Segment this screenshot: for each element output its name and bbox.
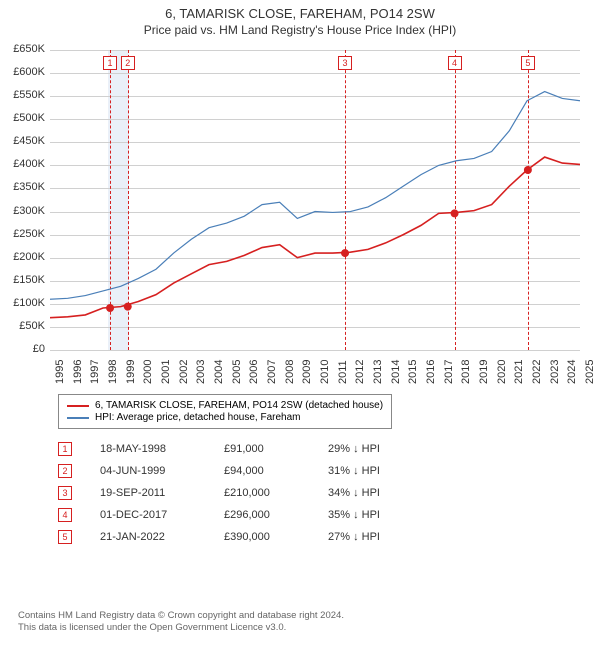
plot-area: £0£50K£100K£150K£200K£250K£300K£350K£400… bbox=[50, 50, 580, 350]
price-row-marker: 1 bbox=[58, 442, 72, 456]
y-tick-label: £200K bbox=[5, 251, 45, 263]
y-tick-label: £0 bbox=[5, 343, 45, 355]
footer: Contains HM Land Registry data © Crown c… bbox=[18, 610, 344, 635]
x-tick-label: 1997 bbox=[89, 360, 101, 384]
x-tick-label: 2021 bbox=[513, 360, 525, 384]
x-tick-label: 2024 bbox=[566, 360, 578, 384]
legend-label: HPI: Average price, detached house, Fare… bbox=[95, 412, 301, 423]
x-tick-label: 2019 bbox=[478, 360, 490, 384]
legend-swatch bbox=[67, 417, 89, 419]
y-tick-label: £350K bbox=[5, 181, 45, 193]
y-tick-label: £150K bbox=[5, 274, 45, 286]
title-subtitle: Price paid vs. HM Land Registry's House … bbox=[0, 23, 600, 37]
x-tick-label: 2011 bbox=[337, 360, 349, 384]
y-tick-label: £550K bbox=[5, 89, 45, 101]
x-tick-label: 2014 bbox=[390, 360, 402, 384]
sale-point bbox=[524, 166, 532, 174]
legend-item: 6, TAMARISK CLOSE, FAREHAM, PO14 2SW (de… bbox=[67, 400, 383, 411]
x-tick-label: 2005 bbox=[231, 360, 243, 384]
price-row-price: £94,000 bbox=[224, 465, 328, 477]
sale-point bbox=[106, 304, 114, 312]
grid-line bbox=[50, 350, 580, 351]
y-tick-label: £450K bbox=[5, 135, 45, 147]
price-row-pct: 29% ↓ HPI bbox=[328, 443, 418, 455]
price-row-price: £210,000 bbox=[224, 487, 328, 499]
x-tick-label: 2000 bbox=[142, 360, 154, 384]
footer-line2: This data is licensed under the Open Gov… bbox=[18, 622, 344, 634]
x-tick-label: 2025 bbox=[584, 360, 596, 384]
price-row: 3 19-SEP-2011£210,00034% ↓ HPI bbox=[58, 482, 418, 504]
x-tick-label: 1999 bbox=[125, 360, 137, 384]
sale-point bbox=[124, 303, 132, 311]
x-tick-label: 2004 bbox=[213, 360, 225, 384]
x-tick-label: 2008 bbox=[284, 360, 296, 384]
chart-container: 6, TAMARISK CLOSE, FAREHAM, PO14 2SW Pri… bbox=[0, 0, 600, 650]
y-tick-label: £650K bbox=[5, 43, 45, 55]
price-row-pct: 31% ↓ HPI bbox=[328, 465, 418, 477]
x-tick-label: 2013 bbox=[372, 360, 384, 384]
price-row-marker: 4 bbox=[58, 508, 72, 522]
price-table: 1 18-MAY-1998£91,00029% ↓ HPI 2 04-JUN-1999… bbox=[58, 438, 418, 548]
x-tick-label: 2012 bbox=[354, 360, 366, 384]
x-tick-label: 1996 bbox=[72, 360, 84, 384]
x-tick-label: 2010 bbox=[319, 360, 331, 384]
price-row-pct: 34% ↓ HPI bbox=[328, 487, 418, 499]
price-row-marker: 5 bbox=[58, 530, 72, 544]
price-row-pct: 27% ↓ HPI bbox=[328, 531, 418, 543]
price-row-date: 04-JUN-1999 bbox=[100, 465, 224, 477]
price-row-price: £296,000 bbox=[224, 509, 328, 521]
price-row-price: £91,000 bbox=[224, 443, 328, 455]
x-tick-label: 2016 bbox=[425, 360, 437, 384]
x-tick-label: 2003 bbox=[195, 360, 207, 384]
legend: 6, TAMARISK CLOSE, FAREHAM, PO14 2SW (de… bbox=[58, 394, 392, 429]
x-tick-label: 2022 bbox=[531, 360, 543, 384]
y-tick-label: £600K bbox=[5, 66, 45, 78]
y-tick-label: £250K bbox=[5, 228, 45, 240]
x-tick-label: 2001 bbox=[160, 360, 172, 384]
price-row-pct: 35% ↓ HPI bbox=[328, 509, 418, 521]
x-tick-label: 2020 bbox=[496, 360, 508, 384]
x-tick-label: 1995 bbox=[54, 360, 66, 384]
sale-point bbox=[341, 249, 349, 257]
price-row: 2 04-JUN-1999£94,00031% ↓ HPI bbox=[58, 460, 418, 482]
price-row-date: 01-DEC-2017 bbox=[100, 509, 224, 521]
price-row: 1 18-MAY-1998£91,00029% ↓ HPI bbox=[58, 438, 418, 460]
price-row-date: 19-SEP-2011 bbox=[100, 487, 224, 499]
chart-title: 6, TAMARISK CLOSE, FAREHAM, PO14 2SW Pri… bbox=[0, 0, 600, 37]
title-address: 6, TAMARISK CLOSE, FAREHAM, PO14 2SW bbox=[0, 6, 600, 21]
price-row-date: 18-MAY-1998 bbox=[100, 443, 224, 455]
price-row-marker: 3 bbox=[58, 486, 72, 500]
sale-point bbox=[451, 209, 459, 217]
x-tick-label: 2009 bbox=[301, 360, 313, 384]
legend-swatch bbox=[67, 405, 89, 407]
footer-line1: Contains HM Land Registry data © Crown c… bbox=[18, 610, 344, 622]
x-tick-label: 2002 bbox=[178, 360, 190, 384]
price-row: 5 21-JAN-2022£390,00027% ↓ HPI bbox=[58, 526, 418, 548]
x-tick-label: 2018 bbox=[460, 360, 472, 384]
x-tick-label: 2007 bbox=[266, 360, 278, 384]
x-tick-label: 2006 bbox=[248, 360, 260, 384]
legend-item: HPI: Average price, detached house, Fare… bbox=[67, 412, 383, 423]
price-row-marker: 2 bbox=[58, 464, 72, 478]
y-tick-label: £50K bbox=[5, 320, 45, 332]
legend-label: 6, TAMARISK CLOSE, FAREHAM, PO14 2SW (de… bbox=[95, 400, 383, 411]
price-row-date: 21-JAN-2022 bbox=[100, 531, 224, 543]
chart-svg bbox=[50, 50, 580, 350]
price-row-price: £390,000 bbox=[224, 531, 328, 543]
price-row: 4 01-DEC-2017£296,00035% ↓ HPI bbox=[58, 504, 418, 526]
series-line-property bbox=[50, 157, 580, 318]
y-tick-label: £100K bbox=[5, 297, 45, 309]
y-tick-label: £300K bbox=[5, 205, 45, 217]
x-tick-label: 2015 bbox=[407, 360, 419, 384]
x-tick-label: 2023 bbox=[549, 360, 561, 384]
y-tick-label: £400K bbox=[5, 158, 45, 170]
x-tick-label: 2017 bbox=[443, 360, 455, 384]
y-tick-label: £500K bbox=[5, 112, 45, 124]
x-tick-label: 1998 bbox=[107, 360, 119, 384]
